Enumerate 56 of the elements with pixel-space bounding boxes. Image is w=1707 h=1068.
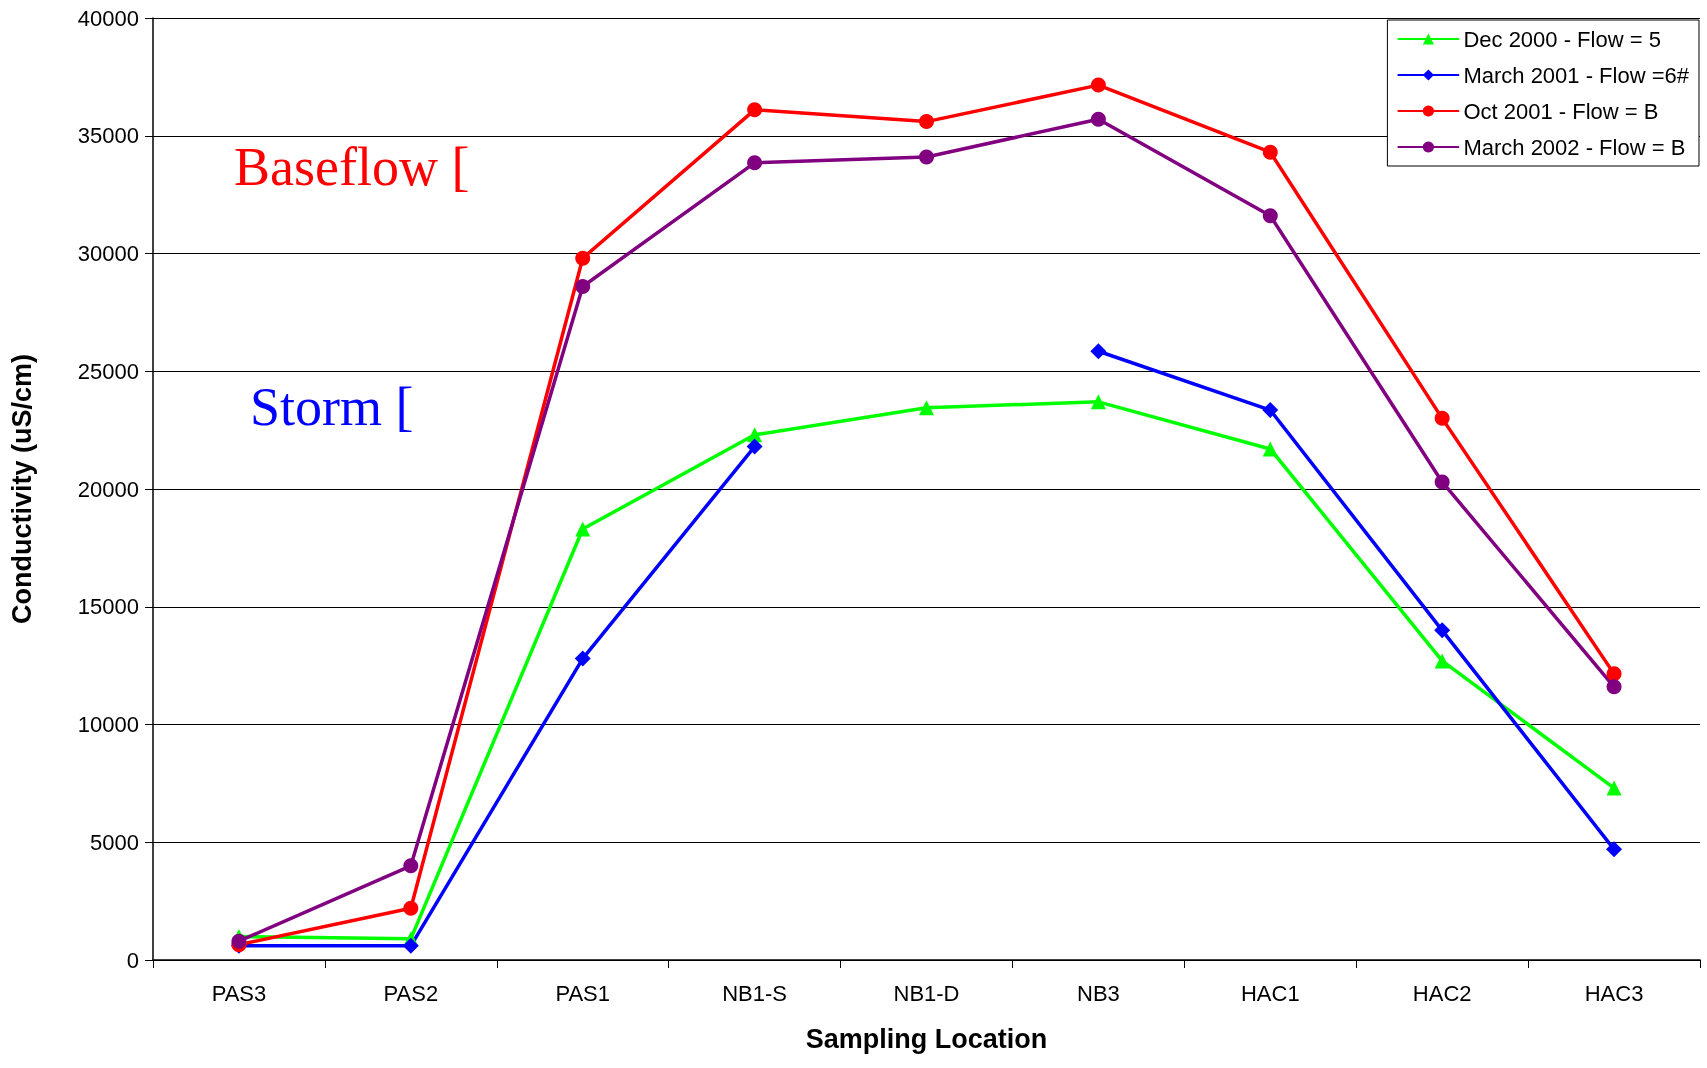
point <box>1606 780 1622 796</box>
point <box>575 250 591 266</box>
point <box>1090 394 1106 410</box>
point <box>575 278 591 294</box>
x-tick-label: PAS1 <box>555 980 611 1006</box>
point <box>747 155 763 171</box>
point <box>1090 343 1107 360</box>
point <box>574 650 591 667</box>
point <box>403 900 419 916</box>
point <box>403 858 419 874</box>
point <box>1262 441 1278 457</box>
legend-label: Dec 2000 - Flow = 5 <box>1463 26 1661 52</box>
x-tick-label: HAC3 <box>1584 980 1644 1006</box>
y-tick-label: 15000 <box>77 594 139 620</box>
y-tick-label: 25000 <box>77 358 139 384</box>
legend-label: Oct 2001 - Flow = B <box>1463 98 1659 124</box>
point <box>1434 653 1450 669</box>
x-tick-label: PAS3 <box>211 980 267 1006</box>
point <box>402 937 419 954</box>
y-tick-label: 10000 <box>77 712 139 737</box>
point <box>575 521 591 537</box>
y-tick-label: 40000 <box>77 5 139 31</box>
point <box>746 438 763 455</box>
x-tick-label: NB1-D <box>893 980 960 1006</box>
x-tick-label: PAS2 <box>383 980 439 1006</box>
y-tick-label: 30000 <box>77 241 139 266</box>
point <box>919 400 934 416</box>
annotation: Storm [ <box>250 377 414 437</box>
y-tick-label: 20000 <box>77 476 139 502</box>
point <box>1090 111 1106 127</box>
x-tick-label: HAC1 <box>1240 980 1300 1006</box>
x-axis-title: Sampling Location <box>805 1023 1048 1054</box>
point <box>1606 666 1622 682</box>
point <box>1606 679 1622 695</box>
point <box>231 933 247 949</box>
y-tick-label: 35000 <box>77 123 139 149</box>
point <box>1262 402 1279 419</box>
point <box>1262 208 1278 224</box>
point <box>1434 410 1450 426</box>
point <box>919 114 934 130</box>
x-tick-label: NB3 <box>1076 980 1120 1006</box>
annotation: Baseflow [ <box>234 137 470 197</box>
point <box>1606 841 1623 858</box>
point <box>1434 622 1451 639</box>
point <box>1262 144 1278 160</box>
point <box>1434 474 1450 490</box>
x-tick-label: NB1-S <box>722 980 788 1006</box>
y-axis-title: Conductivity (uS/cm) <box>6 353 37 625</box>
legend-label: March 2002 - Flow = B <box>1463 134 1686 160</box>
point <box>1090 77 1106 93</box>
y-tick-label: 0 <box>126 947 139 973</box>
point <box>919 149 934 165</box>
legend-label: March 2001 - Flow =6# <box>1463 62 1690 88</box>
point <box>747 102 763 118</box>
y-tick-label: 5000 <box>90 829 139 855</box>
x-tick-label: HAC2 <box>1412 980 1472 1006</box>
